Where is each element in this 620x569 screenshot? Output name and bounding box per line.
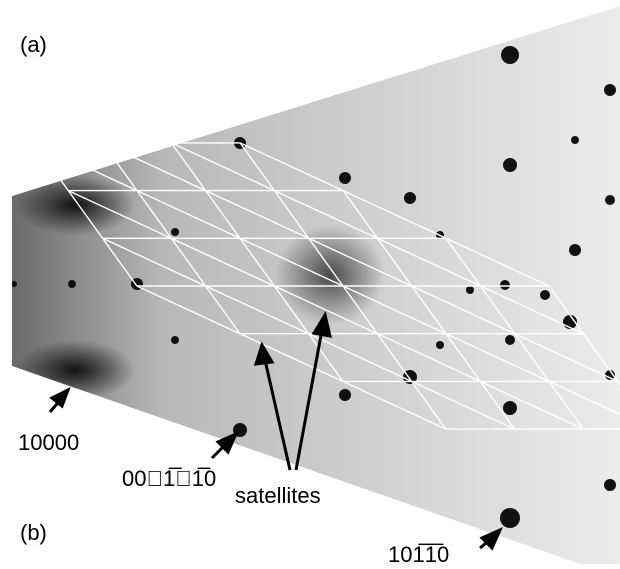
diffraction-spot bbox=[571, 136, 579, 144]
diffraction-spot bbox=[605, 195, 615, 205]
figure: (a) (b) 10000 00 1̅ 1̅0 satellites 101̅1… bbox=[0, 0, 620, 564]
diffraction-spot bbox=[503, 401, 517, 415]
diffraction-spot bbox=[466, 286, 474, 294]
diffraction-spot bbox=[604, 84, 616, 96]
diffraction-spot bbox=[404, 192, 416, 204]
diffraction-spot bbox=[500, 280, 510, 290]
diffraction-spot bbox=[501, 46, 519, 64]
annotation: 101̅1̅0 bbox=[388, 542, 449, 564]
diffraction-spot bbox=[569, 244, 581, 256]
diffraction-spot bbox=[171, 336, 179, 344]
lattice-line bbox=[34, 143, 68, 191]
diffraction-spot bbox=[500, 508, 520, 528]
diffraction-spot bbox=[604, 479, 616, 491]
diffraction-spot bbox=[11, 281, 17, 287]
diffraction-pattern bbox=[11, 6, 620, 564]
diffraction-spot bbox=[503, 158, 517, 172]
annotation: 10000 bbox=[18, 430, 79, 455]
annotation: 00 1̅ 1̅0 bbox=[122, 466, 216, 491]
annotation: satellites bbox=[235, 483, 321, 508]
diffraction-spot bbox=[171, 228, 179, 236]
panel-label: (b) bbox=[20, 520, 47, 545]
diffraction-spot bbox=[339, 172, 351, 184]
diffraction-spot bbox=[436, 341, 444, 349]
diffraction-spot bbox=[505, 335, 515, 345]
diffraction-spot bbox=[540, 290, 550, 300]
diffraction-spot bbox=[339, 389, 351, 401]
panel-label: (a) bbox=[20, 32, 47, 57]
diffraction-spot bbox=[68, 280, 76, 288]
